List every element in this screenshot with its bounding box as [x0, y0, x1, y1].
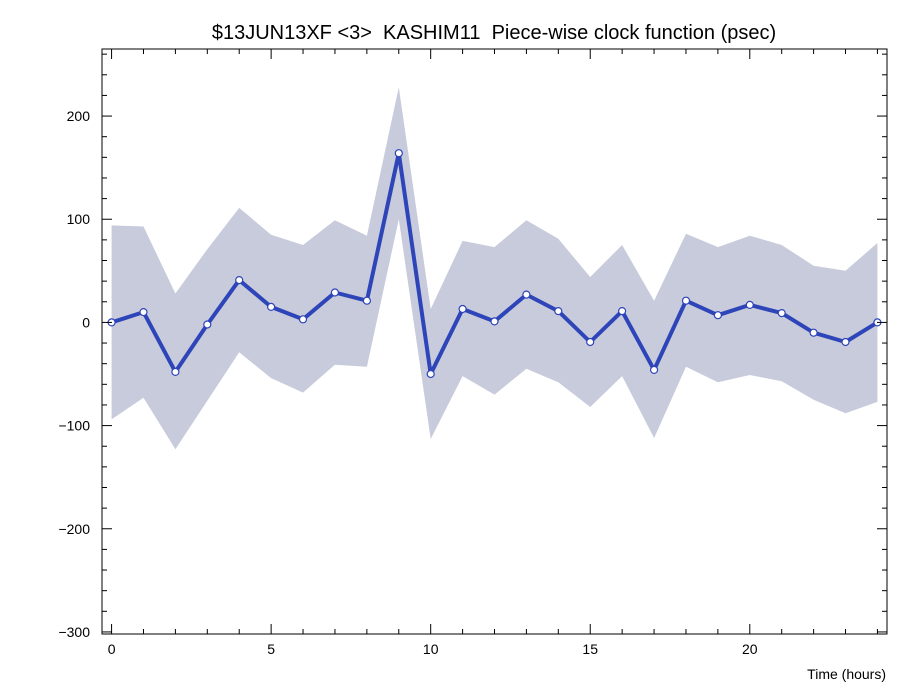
x-tick-label: 10: [423, 641, 439, 657]
data-point-layer: [107, 149, 882, 379]
data-point: [681, 296, 691, 305]
data-point: [139, 308, 148, 317]
data-point: [267, 302, 276, 311]
x-tick-label: 0: [108, 641, 116, 657]
data-point: [745, 300, 754, 309]
uncertainty-band: [111, 87, 878, 450]
data-point: [809, 328, 818, 337]
y-tick-label: −300: [58, 624, 90, 640]
data-point: [649, 365, 659, 374]
data-point: [203, 320, 212, 329]
y-tick-label: 100: [67, 211, 91, 227]
data-point: [490, 317, 499, 326]
data-point: [522, 290, 531, 299]
data-point: [171, 367, 180, 376]
x-axis-label: Time (hours): [807, 666, 886, 682]
y-tick-label: −200: [58, 521, 90, 537]
x-tick-label: 20: [742, 641, 758, 657]
data-point: [713, 311, 723, 320]
axis-ticks: [102, 49, 887, 634]
data-point: [235, 276, 244, 285]
data-point: [586, 337, 595, 347]
data-point: [394, 149, 403, 158]
data-point: [362, 296, 371, 305]
chart-title: $13JUN13XF <3> KASHIM11 Piece-wise clock…: [212, 22, 776, 44]
data-point: [330, 288, 339, 297]
data-point: [298, 315, 308, 324]
uncertainty-band-layer: [111, 87, 878, 450]
y-tick-labels: −300 −200 −100 0 100 200: [58, 108, 90, 640]
data-point: [426, 369, 435, 379]
data-point: [841, 337, 850, 347]
data-point: [458, 304, 467, 314]
y-tick-label: −100: [58, 418, 90, 434]
y-tick-label: 0: [82, 314, 90, 330]
x-tick-label: 5: [267, 641, 275, 657]
y-tick-label: 200: [67, 108, 91, 124]
x-tick-label: 15: [582, 641, 598, 657]
data-point: [777, 309, 786, 318]
data-point: [554, 307, 563, 316]
data-point: [617, 307, 627, 316]
x-tick-labels: 0 5 10 15 20: [108, 641, 758, 657]
